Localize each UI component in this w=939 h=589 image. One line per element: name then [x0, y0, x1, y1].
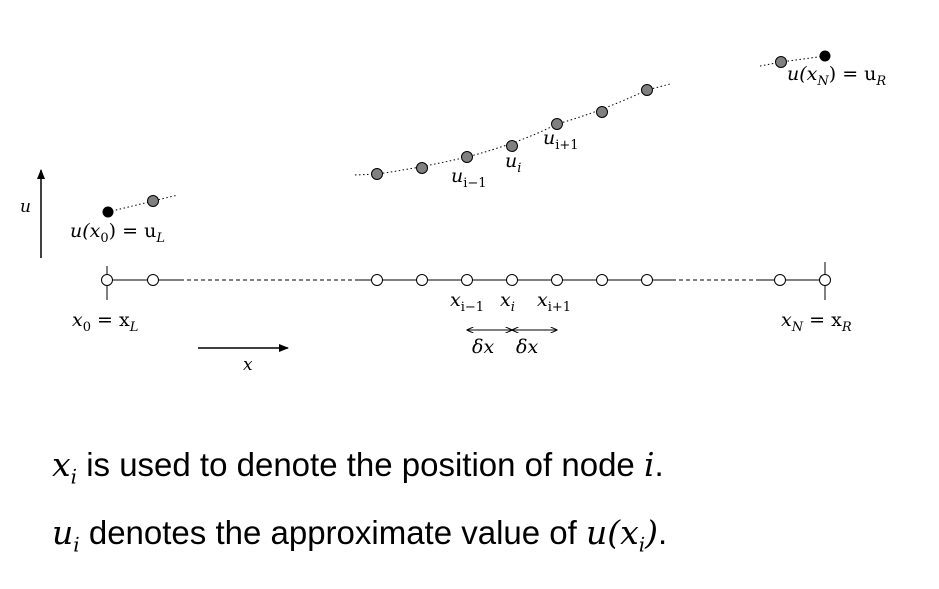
- solution-node: [371, 168, 383, 180]
- solution-node: [641, 84, 653, 96]
- x-prev-label: xi−1: [450, 289, 484, 315]
- left-boundary-value-label: u(x0) = uL: [70, 220, 165, 246]
- delta-x-left-label: δx: [472, 336, 494, 358]
- grid-node: [641, 274, 653, 286]
- u-next-label: ui+1: [543, 127, 579, 153]
- grid-node: [774, 274, 786, 286]
- caption-line-1-text: is used to denote the position of node: [77, 446, 644, 483]
- left-position-label: x0 = xL: [72, 309, 138, 335]
- grid-node: [819, 274, 831, 286]
- x-axis-label: x: [243, 355, 253, 375]
- solution-node: [147, 195, 159, 207]
- grid-node: [416, 274, 428, 286]
- u-i-label: ui: [505, 150, 521, 176]
- solution-node: [461, 151, 473, 163]
- x-i-label: xi: [500, 289, 515, 315]
- solution-nodes: [147, 56, 787, 207]
- caption-node-i-symbol: i: [643, 445, 655, 484]
- caption-line-2-text: denotes the approximate value of: [79, 514, 586, 551]
- caption-u-of-xi-symbol: u(xi): [586, 513, 659, 557]
- right-boundary-value-label: u(xN) = uR: [787, 63, 886, 89]
- solution-node: [416, 162, 428, 174]
- grid-node: [147, 274, 159, 286]
- grid-node: [371, 274, 383, 286]
- solution-node: [596, 106, 608, 118]
- delta-x-right-label: δx: [516, 336, 538, 358]
- right-boundary-value: [819, 50, 831, 62]
- grid-node: [596, 274, 608, 286]
- grid-node: [101, 274, 113, 286]
- u-prev-label: ui−1: [451, 165, 487, 191]
- grid-node: [461, 274, 473, 286]
- grid-node: [506, 274, 518, 286]
- caption-xi-symbol: xi: [52, 445, 78, 489]
- grid-nodes: [101, 274, 831, 286]
- caption-line-2: ui denotes the approximate value of u(xi…: [52, 513, 667, 563]
- right-position-label: xN = xR: [781, 309, 852, 335]
- solution-node: [775, 56, 787, 68]
- solution-node: [551, 118, 563, 130]
- caption-line-1: xi is used to denote the position of nod…: [52, 445, 664, 495]
- left-boundary-value: [102, 206, 114, 218]
- caption-line-2-period: .: [658, 514, 668, 551]
- x-next-label: xi+1: [537, 289, 571, 315]
- grid-node: [551, 274, 563, 286]
- u-axis-label: u: [20, 197, 31, 217]
- caption-ui-symbol: ui: [52, 513, 80, 557]
- solution-node: [506, 140, 518, 152]
- caption-line-1-period: .: [654, 446, 664, 483]
